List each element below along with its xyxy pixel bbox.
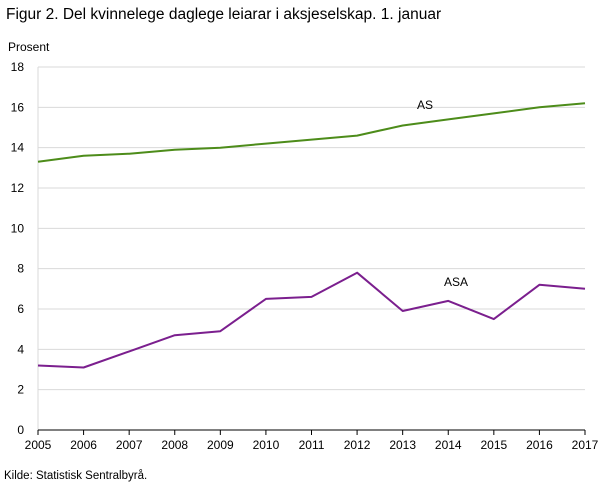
x-tick-label: 2016 [526, 438, 553, 452]
x-tick-label: 2014 [435, 438, 462, 452]
axes [37, 67, 586, 435]
x-tick-label: 2005 [25, 438, 52, 452]
x-tick-label: 2012 [344, 438, 371, 452]
x-tick-label: 2009 [207, 438, 234, 452]
series-lines [37, 102, 586, 369]
y-tick-label: 18 [11, 60, 25, 74]
series-line-asa [37, 271, 586, 369]
series-labels: AS ASA [417, 98, 468, 289]
y-tick-label: 12 [11, 181, 25, 195]
gridlines [38, 66, 585, 391]
y-tick-label: 16 [11, 100, 25, 114]
x-tick-labels: 2005 2006 2007 2008 2009 2010 2011 2012 2013 2014… [25, 438, 599, 452]
y-tick-label: 10 [11, 221, 25, 235]
y-tick-label: 0 [17, 423, 24, 437]
x-tick-label: 2015 [480, 438, 507, 452]
chart-title: Figur 2. Del kvinnelege daglege leiarar … [6, 6, 442, 23]
y-tick-label: 2 [17, 383, 24, 397]
x-tick-label: 2007 [116, 438, 143, 452]
y-tick-labels: 0 2 4 6 8 10 12 14 16 18 [11, 60, 25, 437]
series-label-asa: ASA [444, 275, 468, 289]
x-tick-label: 2006 [70, 438, 97, 452]
series-label-as: AS [417, 98, 433, 112]
y-tick-label: 14 [11, 141, 25, 155]
series-line-as [37, 102, 586, 163]
x-tick-label: 2017 [572, 438, 599, 452]
x-tick-label: 2011 [299, 438, 325, 452]
y-tick-label: 8 [17, 262, 24, 276]
x-tick-label: 2010 [253, 438, 280, 452]
source-note: Kilde: Statistisk Sentralbyrå. [4, 470, 148, 482]
y-axis-label: Prosent [8, 40, 50, 54]
x-tick-label: 2008 [161, 438, 188, 452]
x-tick-label: 2013 [389, 438, 416, 452]
y-tick-label: 6 [17, 302, 24, 316]
y-tick-label: 4 [17, 342, 24, 356]
